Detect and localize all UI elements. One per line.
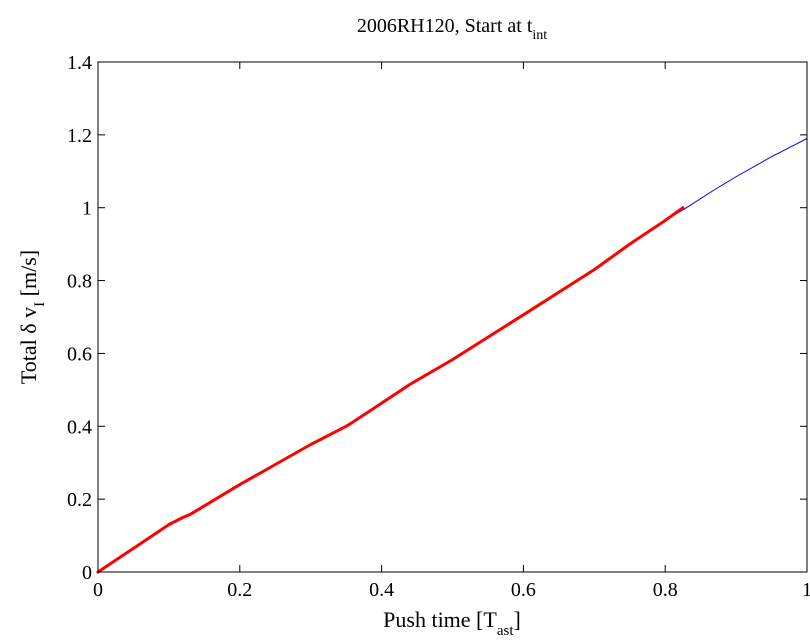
y-ticks: 0 0.2 0.4 0.6 0.8 1 1.2 1.4 — [67, 52, 807, 584]
plot-frame — [97, 61, 808, 573]
chart-title-subscript: int — [532, 28, 547, 43]
y-tick-label: 0.6 — [67, 343, 92, 365]
y-tick-label: 0.2 — [67, 489, 92, 511]
x-ticks: 0 0.2 0.4 0.6 0.8 1 — [93, 62, 810, 601]
x-tick-label: 0.4 — [369, 579, 394, 601]
series-line-2 — [96, 206, 685, 574]
y-tick-label: 0.4 — [67, 416, 92, 438]
y-tick-label: 0.8 — [67, 271, 92, 293]
y-tick-label: 1 — [82, 198, 92, 220]
chart-title: 2006RH120, Start at tint — [357, 15, 547, 43]
y-tick-label: 1.2 — [67, 125, 92, 147]
y-axis-label-tail: [m/s] — [16, 250, 41, 302]
y-axis-label: Total δ vI [m/s] — [16, 250, 48, 384]
x-axis-label-tail: ] — [514, 607, 521, 632]
x-tick-label: 1 — [802, 579, 810, 601]
series-layer — [96, 138, 808, 574]
x-axis-label: Push time [Tast] — [383, 607, 521, 639]
x-tick-label: 0.6 — [511, 579, 536, 601]
x-tick-label: 0 — [93, 579, 103, 601]
y-tick-label: 1.4 — [67, 52, 92, 74]
y-tick-label: 0 — [82, 562, 92, 584]
chart-title-main: 2006RH120, Start at t — [357, 15, 533, 37]
y-axis-label-main: Total δ v — [16, 307, 41, 384]
x-tick-label: 0.2 — [227, 579, 252, 601]
y-axis-label-subscript: I — [32, 302, 48, 307]
x-axis-label-subscript: ast — [497, 623, 514, 639]
x-axis-label-main: Push time [T — [383, 607, 497, 632]
x-tick-label: 0.8 — [653, 579, 678, 601]
